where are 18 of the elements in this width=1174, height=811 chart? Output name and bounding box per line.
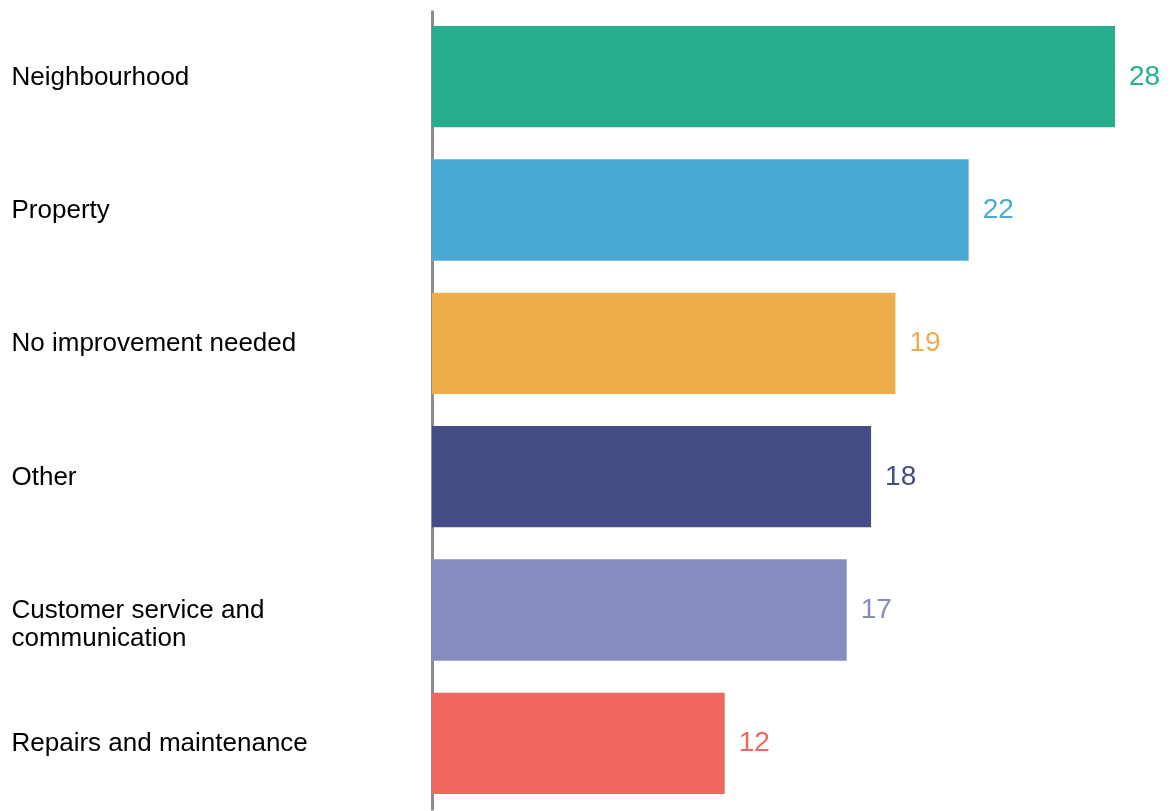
data-label: 22 [982,193,1014,224]
y-tick-label: Property [11,194,110,224]
data-label: 28 [1129,59,1161,91]
bar [432,159,969,261]
y-tick-label: Neighbourhood [11,60,190,91]
bar [432,426,872,528]
bar [432,692,725,794]
data-label: 12 [738,726,770,758]
bar [432,292,896,394]
y-tick-label: Other [11,460,77,491]
bar [432,559,847,661]
data-label: 19 [909,326,941,358]
y-tick-label: Customer service and communication [11,594,265,652]
y-tick-label: No improvement needed [11,327,297,358]
data-label: 18 [885,459,917,491]
data-label: 17 [860,593,892,624]
y-tick-label: Repairs and maintenance [11,727,308,758]
bar [432,26,1115,128]
